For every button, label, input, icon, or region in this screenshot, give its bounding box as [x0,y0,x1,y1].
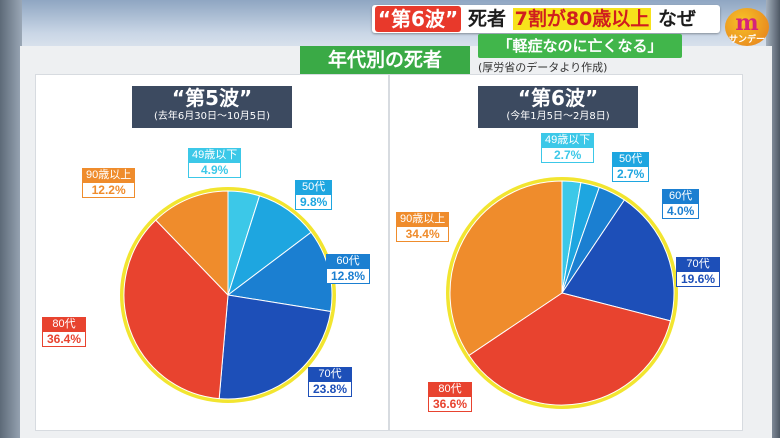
wave5-label-80: 80代 36.4% [42,317,87,347]
headline-pre: 死者 [468,8,507,30]
studio-left-edge [0,0,22,438]
pie-slice-80代 [468,292,672,406]
wave6-label-49: 49歳以下 2.7% [541,133,595,163]
headline-tag: “第6波” [375,6,461,32]
wave6-label-60: 60代 4.0% [662,189,700,219]
wave6-date: (今年1月5日〜2月8日) [506,111,610,122]
headline-highlight: 7割が80歳以上 [512,8,652,30]
program-logo: m サンデー [725,8,769,46]
logo-mark: m [735,10,759,36]
pie-slice-70代 [561,199,675,322]
wave6-label-80: 80代 36.6% [428,382,473,412]
wave5-label-49: 49歳以下 4.9% [188,148,242,178]
source-note: (厚労省のデータより作成) [478,61,608,74]
headline-post: なぜ [657,8,696,30]
wave5-label-90: 90歳以上 12.2% [82,168,136,198]
pie-slice-70代 [218,294,332,400]
wave5-title-box: “第5波” (去年6月30日〜10月5日) [132,86,292,128]
logo-text: サンデー [728,35,765,45]
wave6-label-70: 70代 19.6% [676,257,721,287]
wave5-title: “第5波” [171,86,253,110]
headline-text: 死者 7割が80歳以上 なぜ [468,6,696,32]
pie-chart-wave6 [446,177,678,409]
pie-slice-80代 [123,219,229,400]
pie-slice-90歳以上 [155,190,229,297]
section-title: 年代別の死者 [300,46,470,74]
wave5-date: (去年6月30日〜10月5日) [154,111,270,122]
wave5-label-60: 60代 12.8% [326,254,371,284]
wave6-label-50: 50代 2.7% [612,152,650,182]
wave6-title: “第6波” [517,86,599,110]
wave5-label-70: 70代 23.8% [308,367,353,397]
pie-slice-90歳以上 [449,180,563,357]
wave6-title-box: “第6波” (今年1月5日〜2月8日) [478,86,638,128]
wave6-label-90: 90歳以上 34.4% [396,212,450,242]
subheadline: 「軽症なのに亡くなる」 [478,34,682,58]
pie-chart-wave5 [120,187,336,403]
wave5-label-50: 50代 9.8% [295,180,333,210]
